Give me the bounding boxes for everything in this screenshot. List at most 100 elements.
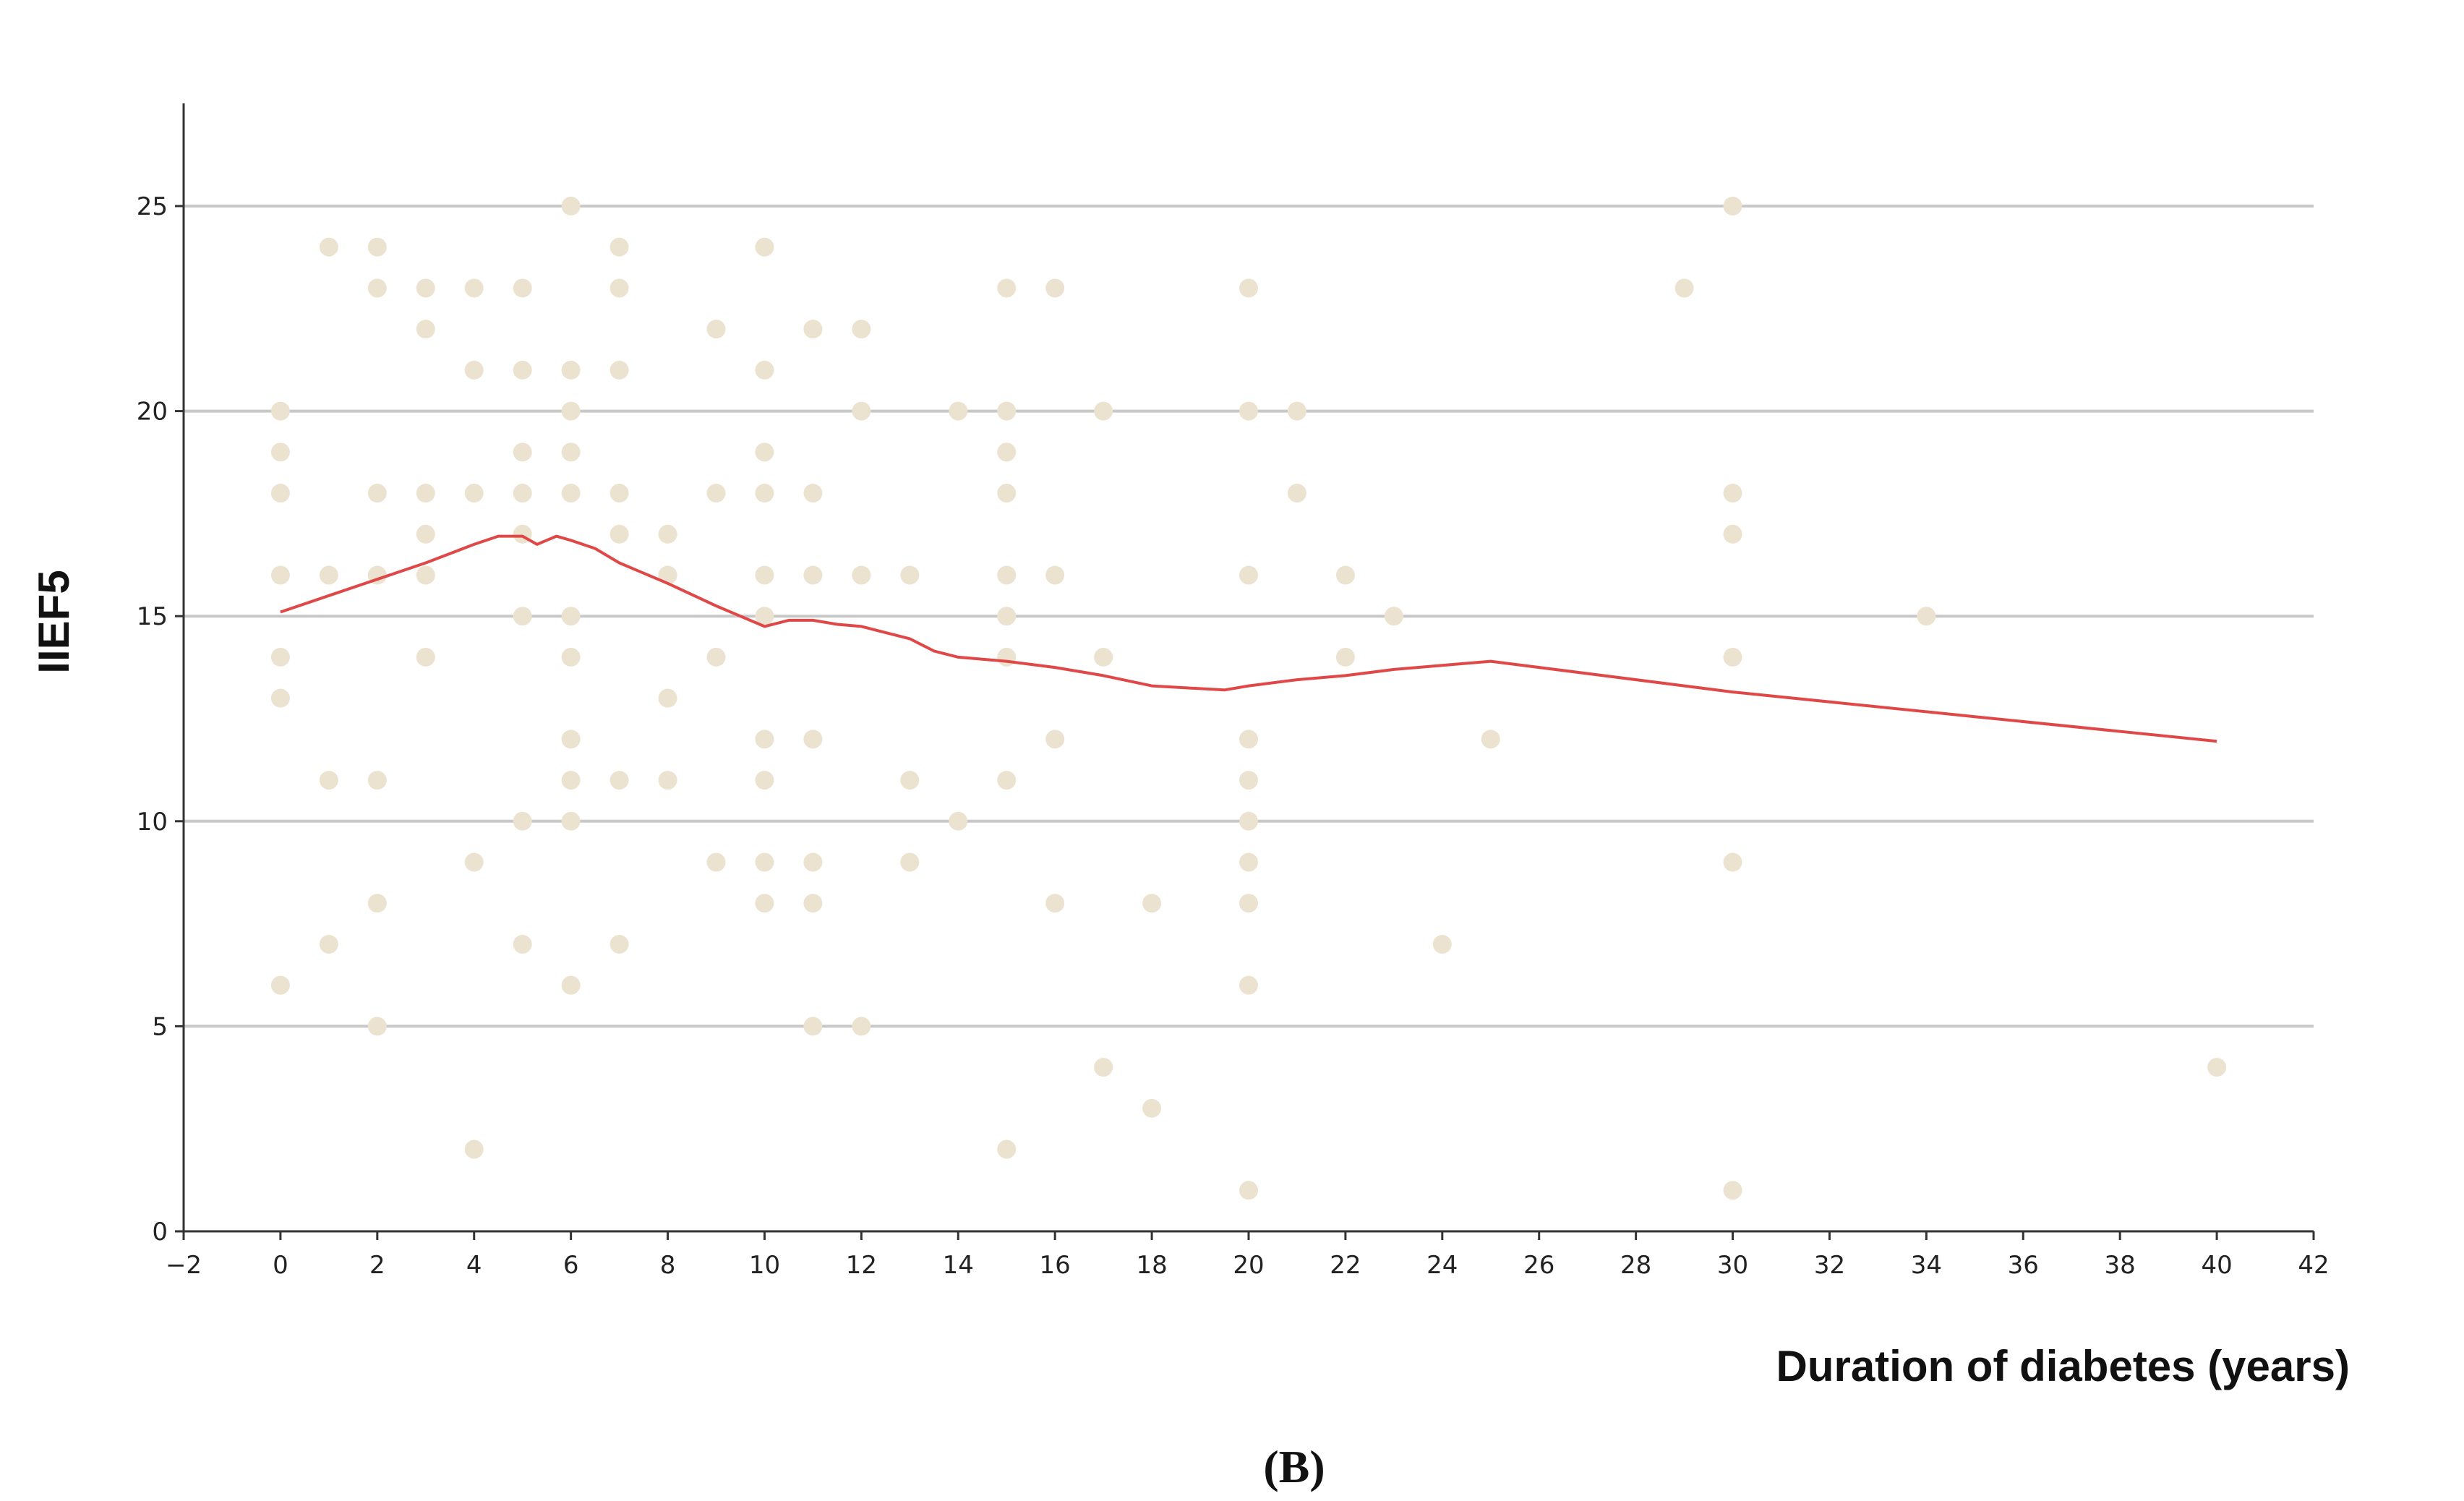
x-tick-label: 4 — [466, 1251, 482, 1280]
data-point — [1239, 811, 1258, 831]
x-tick-label: 0 — [273, 1251, 288, 1280]
data-point — [1239, 852, 1258, 872]
x-tick-label: 8 — [660, 1251, 676, 1280]
data-point — [997, 647, 1017, 667]
data-point — [319, 237, 338, 257]
data-point — [561, 975, 581, 995]
data-point — [1723, 197, 1742, 215]
data-point — [803, 730, 823, 749]
data-point — [1335, 565, 1355, 585]
y-tick-label: 10 — [137, 808, 168, 837]
data-point — [367, 484, 387, 503]
data-point — [1723, 484, 1742, 503]
x-tick-label: 18 — [1136, 1251, 1167, 1280]
data-point — [755, 442, 774, 462]
data-point — [513, 278, 532, 298]
data-point — [416, 565, 435, 585]
x-tick-label: 26 — [1523, 1251, 1554, 1280]
data-point — [270, 688, 290, 708]
data-point — [609, 360, 629, 380]
x-axis-title: Duration of diabetes (years) — [1776, 1342, 2350, 1390]
data-point — [609, 771, 629, 790]
x-tick-label: 12 — [846, 1251, 877, 1280]
data-point — [367, 237, 387, 257]
x-tick-label: 42 — [2298, 1251, 2329, 1280]
data-point — [997, 565, 1017, 585]
data-point — [658, 688, 677, 708]
data-point — [803, 894, 823, 913]
fit-line — [280, 534, 2217, 743]
data-point — [997, 442, 1017, 462]
data-point — [1239, 401, 1258, 421]
x-tick-labels: −2 0 2 4 6 8 10 12 14 16 18 20 22 24 26 28 30 32 34 36 38 40 4… — [166, 1251, 2330, 1280]
data-point — [1094, 401, 1113, 421]
data-point — [513, 484, 532, 503]
data-point — [1045, 894, 1065, 913]
data-point — [464, 484, 484, 503]
y-axis-title: IIEF5 — [30, 570, 78, 673]
data-point — [367, 278, 387, 298]
data-point — [997, 278, 1017, 298]
data-point — [513, 360, 532, 380]
data-point — [464, 278, 484, 298]
data-point — [464, 360, 484, 380]
data-point — [464, 852, 484, 872]
data-point — [1045, 565, 1065, 585]
data-point — [900, 852, 920, 872]
data-point — [803, 852, 823, 872]
data-point — [900, 565, 920, 585]
data-point — [1239, 771, 1258, 790]
data-point — [416, 647, 435, 667]
data-point — [1045, 278, 1065, 298]
data-point — [706, 320, 726, 339]
data-point — [270, 442, 290, 462]
data-point — [513, 811, 532, 831]
data-point — [416, 278, 435, 298]
data-point — [1432, 934, 1452, 954]
y-tick-label: 25 — [137, 192, 168, 221]
data-point — [852, 565, 871, 585]
data-point — [416, 320, 435, 339]
x-tick-label: 34 — [1911, 1251, 1942, 1280]
data-point — [1239, 894, 1258, 913]
data-point — [270, 401, 290, 421]
data-point — [561, 771, 581, 790]
y-tick-label: 5 — [152, 1012, 168, 1041]
data-point — [1723, 1181, 1742, 1200]
data-point — [803, 1017, 823, 1036]
x-tick-label: −2 — [166, 1251, 202, 1280]
data-point — [706, 484, 726, 503]
data-point — [416, 524, 435, 544]
data-point — [561, 401, 581, 421]
data-point — [1287, 484, 1306, 503]
data-point — [997, 1139, 1017, 1159]
x-tick-label: 28 — [1620, 1251, 1651, 1280]
data-point — [755, 607, 774, 626]
data-point — [755, 894, 774, 913]
data-point — [755, 360, 774, 380]
x-tick-label: 36 — [2008, 1251, 2039, 1280]
data-point — [658, 771, 677, 790]
data-point — [755, 237, 774, 257]
data-point — [513, 442, 532, 462]
y-tick-labels: 0 5 10 15 20 25 — [137, 192, 168, 1246]
x-tick-label: 14 — [943, 1251, 974, 1280]
data-point — [755, 771, 774, 790]
data-point — [755, 565, 774, 585]
data-point — [561, 811, 581, 831]
data-point — [1481, 730, 1500, 749]
data-point — [755, 484, 774, 503]
data-point — [1239, 565, 1258, 585]
data-point — [997, 771, 1017, 790]
data-point — [852, 401, 871, 421]
data-point — [706, 852, 726, 872]
data-point — [658, 524, 677, 544]
data-point — [319, 934, 338, 954]
data-point — [561, 607, 581, 626]
data-point — [464, 1139, 484, 1159]
data-point — [803, 320, 823, 339]
x-tick-label: 2 — [369, 1251, 385, 1280]
data-point — [561, 197, 581, 215]
axes — [175, 103, 2315, 1240]
